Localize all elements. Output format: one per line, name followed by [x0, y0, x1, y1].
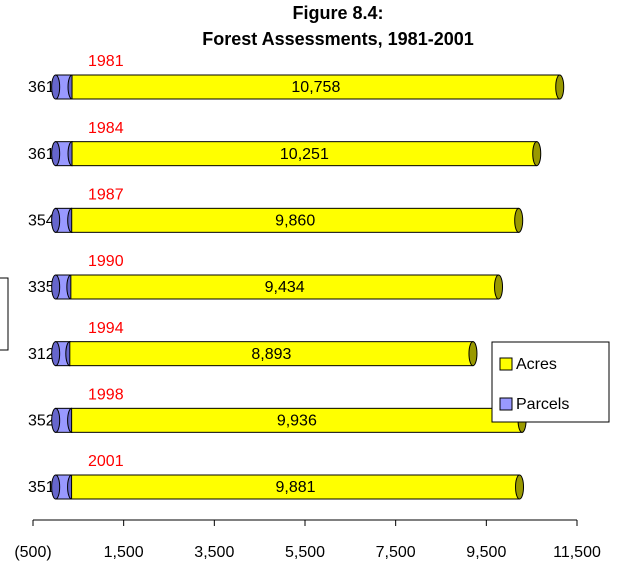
- chart-subtitle: Forest Assessments, 1981-2001: [202, 29, 474, 49]
- x-tick-label: 9,500: [466, 544, 506, 561]
- legend-swatch: [499, 397, 513, 411]
- bar-cap: [514, 207, 524, 233]
- value-label: 361: [28, 79, 55, 96]
- value-label: 335: [28, 279, 55, 296]
- legend: Acres Parcels: [491, 341, 610, 423]
- bar-cap: [532, 141, 542, 167]
- value-label: 9,881: [276, 479, 316, 496]
- bar: [71, 407, 523, 433]
- value-label: 10,758: [291, 79, 340, 96]
- bar: [70, 274, 500, 300]
- value-label: 354: [28, 213, 55, 230]
- x-tick-label: 7,500: [376, 544, 416, 561]
- value-label: 9,434: [265, 279, 305, 296]
- bar-cap: [51, 274, 61, 300]
- value-label: 9,936: [277, 413, 317, 430]
- category-label: 1984: [88, 120, 124, 137]
- value-label: 361: [28, 146, 55, 163]
- x-tick-label: 11,500: [553, 544, 601, 561]
- bar-cap: [555, 74, 565, 100]
- x-tick-label: 5,500: [285, 544, 325, 561]
- bar: [71, 141, 538, 167]
- bar-cap: [51, 341, 61, 367]
- value-label: 8,893: [251, 346, 291, 363]
- x-tick-label: (500): [14, 544, 51, 561]
- axis-title-box: [0, 277, 9, 351]
- value-label: 10,251: [280, 146, 329, 163]
- category-label: 1987: [88, 187, 124, 204]
- legend-swatch: [499, 357, 513, 371]
- legend-label: Acres: [516, 356, 557, 373]
- value-label: 312: [28, 346, 55, 363]
- legend-label: Parcels: [516, 396, 569, 413]
- value-label: 351: [28, 479, 55, 496]
- bar-cap: [51, 474, 61, 500]
- category-label: 2001: [88, 453, 124, 470]
- category-label: 1994: [88, 320, 124, 337]
- bar-cap: [51, 74, 61, 100]
- bar-cap: [515, 474, 525, 500]
- category-label: 1998: [88, 387, 124, 404]
- bar-cap: [51, 207, 61, 233]
- bar: [71, 207, 520, 233]
- category-label: 1981: [88, 53, 124, 70]
- category-label: 1990: [88, 253, 124, 270]
- bar: [69, 341, 474, 367]
- bar-cap: [468, 341, 478, 367]
- bar-cap: [494, 274, 504, 300]
- x-tick-label: 1,500: [104, 544, 144, 561]
- bar-cap: [51, 407, 61, 433]
- value-label: 9,860: [275, 213, 315, 230]
- chart-title: Figure 8.4:: [292, 3, 383, 23]
- value-label: 352: [28, 413, 55, 430]
- x-tick-label: 3,500: [194, 544, 234, 561]
- bar-cap: [51, 141, 61, 167]
- bar: [71, 474, 521, 500]
